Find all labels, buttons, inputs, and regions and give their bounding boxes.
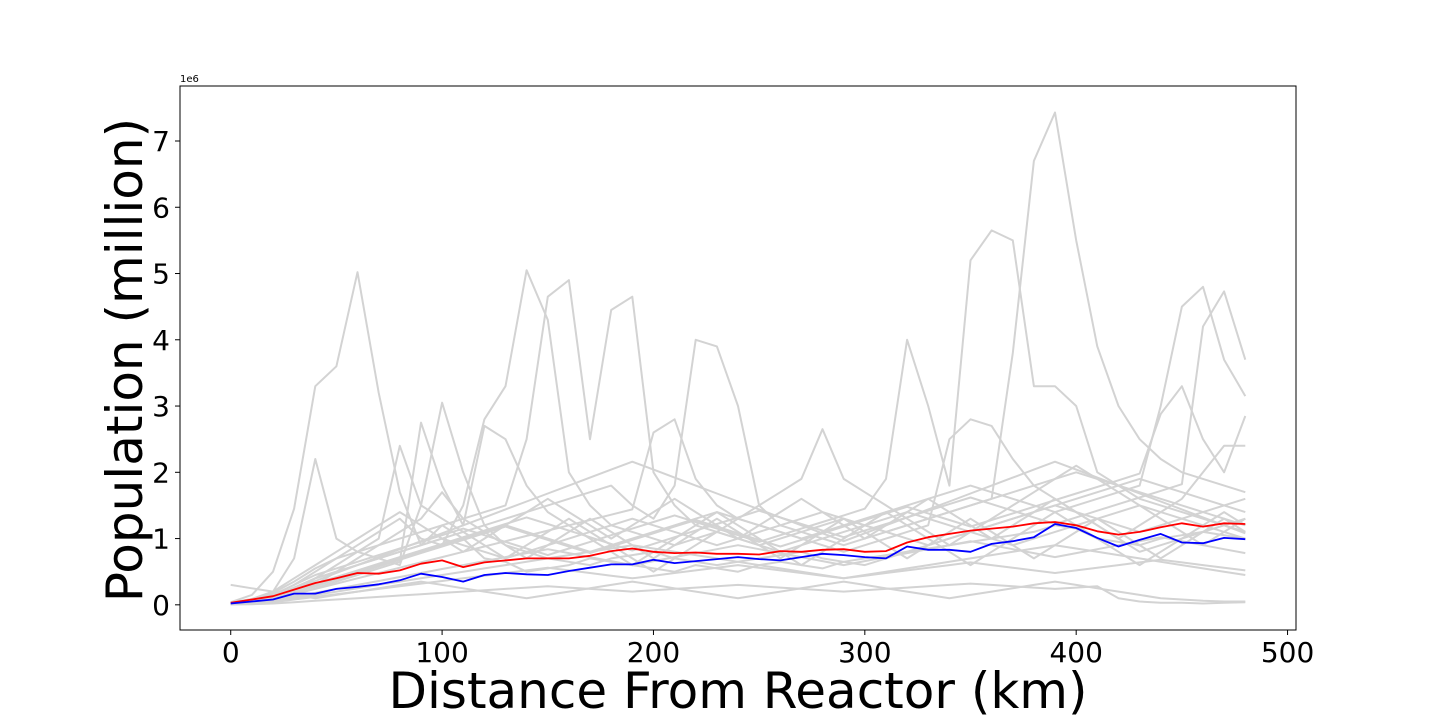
x-axis: 0 100 200 300 400 500 [222, 630, 1314, 669]
background-series-line-13 [230, 558, 1246, 606]
y-tick-label-1: 1 [152, 523, 170, 556]
background-series-line-18 [230, 428, 1246, 605]
y-tick-label-7: 7 [152, 125, 170, 158]
x-tick-label-200: 200 [627, 636, 680, 669]
x-tick-label-500: 500 [1261, 636, 1314, 669]
background-series-line-21 [230, 460, 1246, 604]
background-series-line-16 [230, 580, 1246, 603]
blue-series-line [230, 523, 1246, 605]
x-tick-label-400: 400 [1049, 636, 1102, 669]
y-offset-label: 1e6 [180, 74, 199, 85]
plot-frame [179, 85, 1297, 631]
y-tick-label-0: 0 [152, 589, 170, 622]
background-series-line-20 [230, 544, 1246, 606]
y-tick-label-3: 3 [152, 390, 170, 423]
x-axis-title: Distance From Reactor (km) [389, 662, 1088, 720]
x-tick-label-100: 100 [415, 636, 468, 669]
y-tick-label-2: 2 [152, 456, 170, 489]
y-axis-title: Population (million) [96, 118, 154, 602]
background-series-line-19 [230, 421, 1246, 605]
background-series-line-15 [230, 491, 1246, 605]
background-series-group [230, 111, 1247, 606]
y-axis: 0 1 2 3 4 5 6 7 [152, 125, 180, 622]
y-tick-label-6: 6 [152, 191, 170, 224]
x-tick-label-300: 300 [838, 636, 891, 669]
x-tick-label-0: 0 [222, 636, 240, 669]
background-series-line-14 [230, 582, 1246, 606]
red-series-line [230, 521, 1246, 604]
background-series-line-12 [230, 536, 1246, 605]
highlight-series-group [230, 521, 1246, 605]
y-tick-label-5: 5 [152, 258, 170, 291]
y-tick-label-4: 4 [152, 324, 170, 357]
